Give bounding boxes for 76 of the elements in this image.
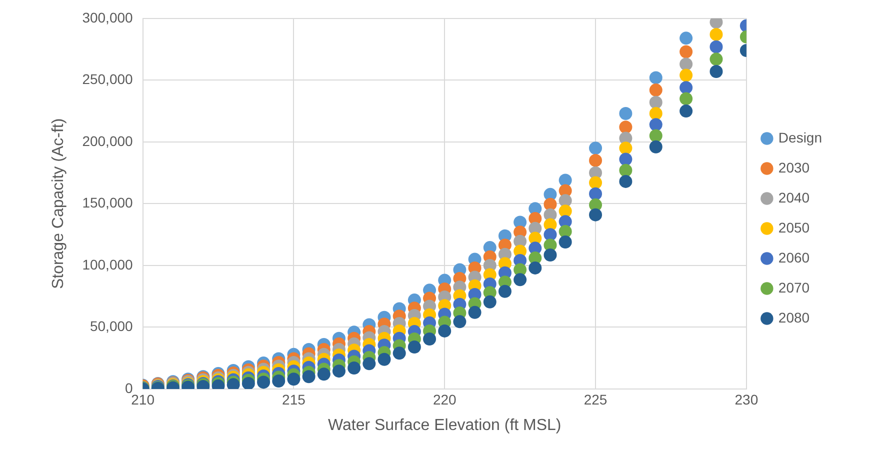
legend-label: 2040 bbox=[778, 189, 810, 206]
point bbox=[589, 142, 602, 155]
y-tick-label: 150,000 bbox=[82, 194, 134, 211]
point bbox=[710, 28, 723, 41]
legend-label: 2080 bbox=[778, 309, 810, 326]
point bbox=[649, 84, 662, 97]
point bbox=[257, 376, 270, 389]
point bbox=[558, 224, 572, 238]
x-tick-label: 210 bbox=[131, 391, 155, 408]
legend-label: Design bbox=[778, 129, 822, 146]
point bbox=[483, 295, 496, 308]
point bbox=[680, 104, 693, 118]
y-tick-label: 200,000 bbox=[82, 132, 134, 149]
point bbox=[680, 81, 693, 94]
point bbox=[589, 176, 602, 190]
point bbox=[710, 65, 723, 78]
y-tick-label: 250,000 bbox=[82, 71, 134, 88]
point bbox=[453, 315, 466, 328]
point bbox=[649, 118, 662, 132]
y-tick-label: 0 bbox=[125, 380, 134, 396]
point bbox=[589, 154, 602, 167]
point bbox=[392, 346, 406, 360]
y-tick-label: 100,000 bbox=[82, 256, 134, 272]
point bbox=[710, 40, 723, 54]
x-tick-label: 225 bbox=[584, 391, 608, 408]
y-axis-title: Storage Capacity (Ac-ft) bbox=[50, 118, 68, 290]
point bbox=[619, 120, 632, 134]
legend-label: 2030 bbox=[778, 159, 810, 176]
legend-label: 2070 bbox=[778, 279, 810, 296]
point bbox=[619, 142, 632, 155]
point bbox=[272, 374, 286, 388]
x-tick-label: 230 bbox=[734, 391, 758, 408]
point bbox=[649, 140, 662, 154]
point bbox=[680, 58, 693, 71]
point bbox=[378, 352, 391, 366]
point bbox=[514, 273, 527, 286]
point bbox=[558, 235, 572, 248]
x-tick-label: 215 bbox=[282, 391, 306, 408]
point bbox=[242, 376, 255, 389]
point bbox=[589, 187, 602, 200]
point bbox=[619, 164, 632, 177]
point bbox=[558, 194, 572, 208]
legend-label: 2060 bbox=[778, 249, 810, 266]
point bbox=[498, 284, 512, 298]
point bbox=[302, 370, 316, 384]
point bbox=[438, 324, 452, 338]
point bbox=[619, 152, 632, 166]
x-tick-label: 220 bbox=[432, 391, 457, 408]
point bbox=[348, 362, 361, 374]
point bbox=[589, 208, 602, 222]
y-tick-label: 50,000 bbox=[90, 318, 134, 334]
point bbox=[528, 261, 542, 274]
point bbox=[408, 340, 421, 354]
legend-label: 2050 bbox=[778, 219, 810, 236]
point bbox=[649, 107, 662, 120]
y-tick-label: 300,000 bbox=[82, 9, 134, 26]
point bbox=[558, 204, 572, 218]
point bbox=[468, 306, 482, 319]
point bbox=[649, 71, 662, 84]
point bbox=[619, 107, 632, 120]
point bbox=[362, 357, 376, 370]
x-axis-title: Water Surface Elevation (ft MSL) bbox=[328, 416, 562, 434]
point bbox=[710, 52, 723, 66]
point bbox=[558, 174, 572, 187]
point bbox=[287, 372, 300, 386]
point bbox=[332, 364, 346, 378]
point bbox=[544, 248, 557, 262]
point bbox=[317, 368, 330, 381]
point bbox=[619, 174, 632, 188]
point bbox=[680, 45, 693, 58]
point bbox=[649, 129, 662, 142]
point bbox=[680, 68, 693, 82]
point bbox=[680, 32, 693, 45]
point bbox=[649, 96, 662, 109]
point bbox=[680, 92, 693, 106]
point bbox=[423, 332, 436, 346]
